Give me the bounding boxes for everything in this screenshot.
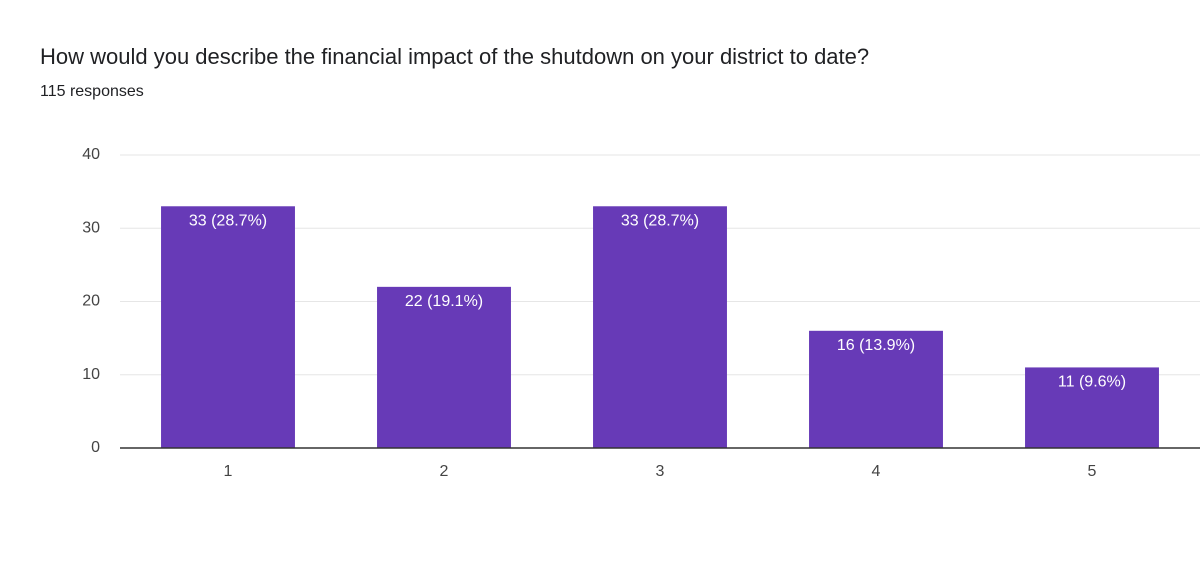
- chart-title: How would you describe the financial imp…: [40, 44, 869, 69]
- x-tick-label: 3: [656, 463, 665, 480]
- bar: [161, 206, 295, 448]
- value-label: 33 (28.7%): [621, 212, 699, 229]
- value-label: 11 (9.6%): [1058, 374, 1126, 391]
- y-tick-label: 20: [82, 293, 100, 310]
- response-count: 115 responses: [40, 83, 144, 100]
- bar: [593, 206, 727, 448]
- value-label: 22 (19.1%): [405, 293, 483, 310]
- value-label: 33 (28.7%): [189, 212, 267, 229]
- y-tick-label: 40: [82, 146, 100, 163]
- bar: [377, 286, 511, 448]
- x-tick-label: 2: [440, 463, 449, 480]
- bar: [1025, 367, 1159, 448]
- bar: [809, 330, 943, 448]
- x-tick-label: 4: [872, 463, 881, 480]
- x-tick-label: 5: [1088, 463, 1097, 480]
- y-tick-label: 0: [91, 439, 100, 456]
- x-tick-label: 1: [224, 463, 233, 480]
- y-tick-label: 30: [82, 219, 100, 236]
- value-label: 16 (13.9%): [837, 337, 915, 354]
- y-tick-label: 10: [82, 366, 100, 383]
